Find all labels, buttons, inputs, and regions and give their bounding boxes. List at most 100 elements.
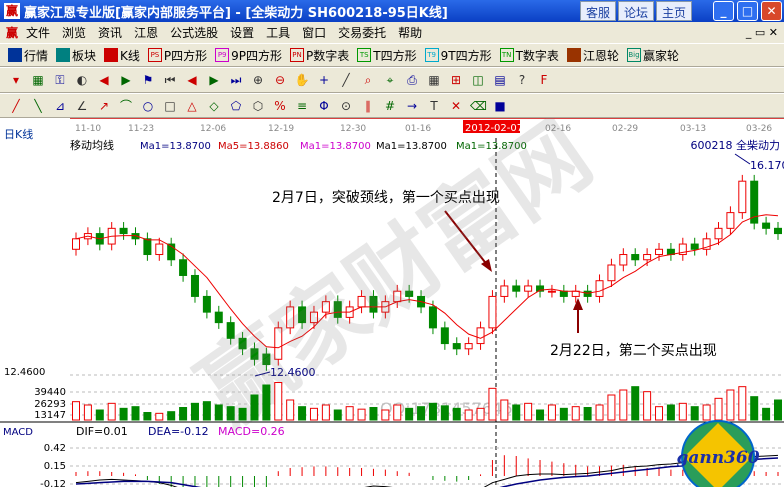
minimize-button[interactable]: _ xyxy=(713,1,734,21)
db-icon[interactable]: ◫ xyxy=(472,73,484,87)
first-icon[interactable]: ⏮ xyxy=(164,73,176,87)
candle xyxy=(595,280,604,297)
box-icon[interactable]: △ xyxy=(187,98,197,113)
move-left-icon[interactable]: ◀ xyxy=(99,73,109,87)
menu-item[interactable]: 设置 xyxy=(230,26,255,40)
menu-item[interactable]: 窗口 xyxy=(302,26,327,40)
volume-bar xyxy=(524,402,533,421)
print-icon[interactable]: ⎙ xyxy=(407,73,417,87)
gann-fan-icon[interactable]: ∠ xyxy=(76,98,88,113)
menu-item[interactable]: 江恩 xyxy=(134,26,159,40)
toolbar-button[interactable]: P9 9P四方形 xyxy=(215,47,282,64)
toolbar-button[interactable]: PN P数字表 xyxy=(290,47,349,64)
level-icon[interactable]: Φ xyxy=(319,98,329,113)
volume-bar xyxy=(536,409,545,421)
cycle-icon[interactable]: ∥ xyxy=(365,98,371,113)
eraser-icon[interactable]: ■ xyxy=(494,98,506,113)
home-button[interactable]: 主页 xyxy=(656,1,693,21)
pen-icon[interactable]: ╱ xyxy=(12,98,20,113)
menu-item[interactable]: 交易委托 xyxy=(338,26,387,40)
pentagon-icon[interactable]: ⬡ xyxy=(252,98,264,113)
mdi-controls[interactable]: _ ▭ ✕ xyxy=(745,26,778,39)
volume-bar xyxy=(72,401,80,421)
volume-bar xyxy=(309,407,318,421)
menu-item[interactable]: 浏览 xyxy=(62,26,87,40)
toolbar-button[interactable]: 行情 xyxy=(8,47,48,64)
zoom-out-icon[interactable]: ⊖ xyxy=(274,73,286,87)
triangle-icon[interactable]: ◇ xyxy=(209,98,219,113)
text-icon[interactable]: ✕ xyxy=(450,98,462,113)
toolbar-button[interactable]: 板块 xyxy=(56,47,96,64)
volume-bar xyxy=(286,399,295,421)
circle-icon[interactable]: □ xyxy=(164,98,176,113)
volume-bar xyxy=(666,404,675,421)
channel-icon[interactable]: # xyxy=(384,98,396,113)
cross-icon[interactable]: + xyxy=(318,73,330,87)
menu-item[interactable]: 文件 xyxy=(26,26,51,40)
calc-icon[interactable]: ⊞ xyxy=(450,73,462,87)
toolbar-button[interactable]: T9 9T四方形 xyxy=(424,47,492,64)
delete-icon[interactable]: ⌫ xyxy=(470,98,487,113)
next-icon[interactable]: ▶ xyxy=(209,73,219,87)
toolbar-button[interactable]: K线 xyxy=(104,47,140,64)
calendar-icon[interactable]: ▦ xyxy=(428,73,440,87)
dropdown-icon[interactable]: ▾ xyxy=(12,73,20,87)
zoom-icon[interactable]: ⌕ xyxy=(364,73,372,87)
arrow-icon[interactable]: T xyxy=(430,98,438,113)
percent-icon[interactable]: ≡ xyxy=(296,98,308,113)
menu-item[interactable]: 公式选股 xyxy=(170,26,219,40)
hand-icon[interactable]: ✋ xyxy=(294,73,310,87)
adjust-icon[interactable]: ◐ xyxy=(76,73,88,87)
volume-bar xyxy=(631,386,640,421)
prev-icon[interactable]: ◀ xyxy=(187,73,197,87)
ruler-icon[interactable]: ⊿ xyxy=(54,98,66,113)
date-tick: 12-06 xyxy=(200,124,226,134)
candle xyxy=(678,243,687,256)
chart-svg[interactable]: 日K线 11-10 11-23 12-06 12-19 12-30 01-16 2012-02… xyxy=(0,102,784,490)
maximize-button[interactable]: □ xyxy=(737,1,758,21)
grid-icon[interactable]: ▤ xyxy=(494,73,506,87)
toolbar-button[interactable]: TN T数字表 xyxy=(499,47,559,64)
high-pointer xyxy=(734,153,751,165)
move-right-icon[interactable]: ▶ xyxy=(121,73,131,87)
f10-icon[interactable]: F xyxy=(540,73,548,87)
toolbar-button[interactable]: 江恩轮 xyxy=(566,47,619,64)
last-icon[interactable]: ⏭ xyxy=(230,73,242,87)
fan-icon[interactable]: ╲ xyxy=(34,98,42,113)
flag-icon[interactable]: ⚑ xyxy=(142,73,154,87)
diamond-icon[interactable]: ⬠ xyxy=(230,98,242,113)
kline-chart[interactable]: 日K线 11-10 11-23 12-06 12-19 12-30 01-16 2012-02… xyxy=(0,102,784,490)
volume-bar xyxy=(583,407,592,421)
volume-bar xyxy=(690,406,699,421)
help-icon[interactable]: ? xyxy=(518,73,526,87)
volume-bar xyxy=(107,402,116,421)
candle xyxy=(214,311,223,324)
candle xyxy=(583,290,592,297)
ray-icon[interactable]: ⌒ xyxy=(119,98,132,113)
toolbar-button[interactable]: Big 赢家轮 xyxy=(626,47,679,64)
service-button[interactable]: 客服 xyxy=(580,1,617,21)
fib-icon[interactable]: ⊙ xyxy=(340,98,352,113)
toolbar-button[interactable]: TS T四方形 xyxy=(357,47,417,64)
grid-icon[interactable]: → xyxy=(406,98,418,113)
menu-item[interactable]: 帮助 xyxy=(398,26,423,40)
hex-icon[interactable]: % xyxy=(274,98,286,113)
toolbar-button[interactable]: PS P四方形 xyxy=(147,47,207,64)
forum-button[interactable]: 论坛 xyxy=(618,1,655,21)
line-icon[interactable]: ╱ xyxy=(342,73,350,87)
menu-item[interactable]: 资讯 xyxy=(98,26,123,40)
candle xyxy=(714,227,723,240)
macd-axis-label: 0.15 xyxy=(44,461,66,472)
find-icon[interactable]: ⌖ xyxy=(386,73,394,87)
close-button[interactable]: ✕ xyxy=(761,1,782,21)
candle xyxy=(238,337,247,350)
picture-icon[interactable]: ▦ xyxy=(32,73,44,87)
candle xyxy=(762,222,771,229)
arc-icon[interactable]: ○ xyxy=(142,98,154,113)
angle-icon[interactable]: ↗ xyxy=(98,98,110,113)
candle xyxy=(774,227,782,235)
candle xyxy=(405,290,414,297)
zoom-in-icon[interactable]: ⊕ xyxy=(252,73,264,87)
lock-icon[interactable]: ⚿ xyxy=(55,73,65,87)
menu-item[interactable]: 工具 xyxy=(266,26,291,40)
